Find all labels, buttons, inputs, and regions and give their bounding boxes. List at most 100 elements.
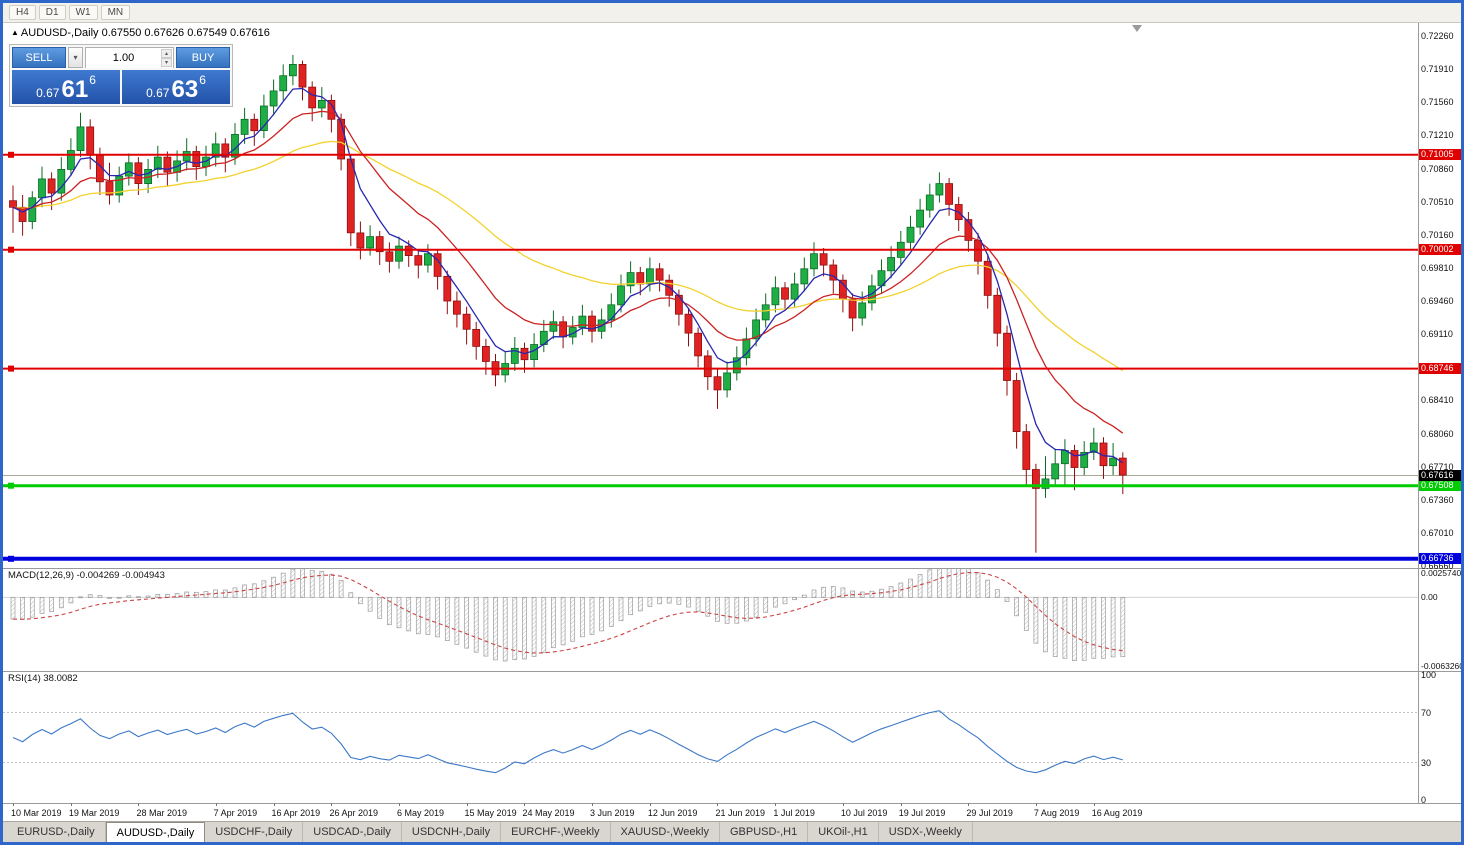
chart-window[interactable]: ▲ AUDUSD-,Daily 0.67550 0.67626 0.67549 0… bbox=[3, 23, 1461, 821]
axis-label: 0.66660 bbox=[1421, 561, 1454, 571]
buy-button[interactable]: BUY bbox=[176, 47, 230, 68]
axis-label: 70 bbox=[1421, 707, 1432, 718]
sell-price-small: 0.67 bbox=[36, 86, 60, 100]
date-label: 29 Jul 2019 bbox=[966, 808, 1013, 818]
date-label: 15 May 2019 bbox=[464, 808, 517, 818]
date-tick bbox=[649, 803, 651, 806]
chart-title: ▲ AUDUSD-,Daily 0.67550 0.67626 0.67549 0… bbox=[11, 27, 270, 39]
chart-tab[interactable]: XAUUSD-,Weekly bbox=[611, 822, 720, 842]
date-tick bbox=[1035, 803, 1037, 806]
axis-label: 0.00 bbox=[1421, 592, 1438, 603]
date-tick bbox=[1093, 803, 1095, 806]
date-tick bbox=[592, 803, 593, 806]
axis-label: 0.68410 bbox=[1421, 395, 1454, 406]
rsi-indicator-canvas[interactable] bbox=[3, 671, 1418, 803]
chart-tab[interactable]: AUDUSD-,Daily bbox=[105, 822, 206, 842]
macd-label: MACD(12,26,9) -0.004269 -0.004943 bbox=[8, 570, 165, 581]
axis-label: 0.68060 bbox=[1421, 428, 1454, 439]
date-label: 10 Jul 2019 bbox=[840, 808, 888, 818]
date-tick bbox=[13, 803, 14, 806]
date-tick bbox=[466, 803, 468, 806]
axis-label: 0.67710 bbox=[1421, 461, 1454, 472]
symbol-marker-icon: ▲ bbox=[11, 28, 19, 37]
volume-down-arrow[interactable]: ▾ bbox=[161, 58, 172, 67]
date-tick bbox=[717, 803, 719, 806]
chart-tab[interactable]: USDX-,Weekly bbox=[879, 822, 973, 842]
axis-label: 0.69460 bbox=[1421, 296, 1454, 306]
axis-label: 0.71560 bbox=[1421, 97, 1454, 108]
one-click-trading-panel: SELL ▾ ▴ ▾ BUY 0.67 61 6 0.6 bbox=[9, 44, 233, 107]
chart-tabbar: EURUSD-,Daily AUDUSD-,Daily USDCHF-,Daily U… bbox=[3, 821, 1461, 842]
date-tick bbox=[524, 803, 526, 806]
date-tick bbox=[775, 803, 777, 806]
axis-label: 0.71210 bbox=[1421, 130, 1454, 141]
date-tick bbox=[215, 803, 217, 806]
price-tag: 0.68746 bbox=[1419, 363, 1461, 375]
axis-label: -0.0063260 bbox=[1421, 661, 1461, 671]
sell-price-display[interactable]: 0.67 61 6 bbox=[12, 70, 120, 104]
axis-label: 0.70860 bbox=[1421, 163, 1454, 174]
date-label: 28 Mar 2019 bbox=[136, 808, 187, 818]
date-tick bbox=[70, 803, 72, 806]
chart-tab[interactable]: USDCAD-,Daily bbox=[303, 822, 402, 842]
price-tag: 0.67508 bbox=[1419, 480, 1461, 492]
timeframe-button-w1[interactable]: W1 bbox=[68, 5, 98, 20]
timeframe-button-d1[interactable]: D1 bbox=[38, 5, 66, 20]
chart-tab[interactable]: EURUSD-,Daily bbox=[7, 822, 106, 842]
chart-tab[interactable]: EURCHF-,Weekly bbox=[501, 822, 611, 842]
date-tick bbox=[968, 803, 970, 806]
date-axis[interactable]: 10 Mar 2019 19 Mar 2019 28 Mar 2019 7 Apr 2… bbox=[3, 803, 1418, 821]
date-label: 24 May 2019 bbox=[522, 808, 575, 818]
axis-label: 0.67010 bbox=[1421, 527, 1454, 538]
price-chart-canvas[interactable] bbox=[3, 23, 1418, 568]
rsi-axis[interactable]: 100 70 30 0 bbox=[1419, 670, 1461, 805]
chart-tab[interactable]: GBPUSD-,H1 bbox=[720, 822, 809, 842]
axis-label: 0.71910 bbox=[1421, 64, 1454, 75]
chart-title-text: AUDUSD-,Daily 0.67550 0.67626 0.67549 0.… bbox=[20, 27, 270, 39]
price-tag: 0.71005 bbox=[1419, 149, 1461, 161]
date-tick bbox=[900, 803, 902, 806]
timeframe-button-mn[interactable]: MN bbox=[100, 5, 131, 20]
buy-price-display[interactable]: 0.67 63 6 bbox=[122, 70, 230, 104]
date-tick bbox=[138, 803, 140, 806]
date-label: 10 Mar 2019 bbox=[11, 808, 62, 818]
date-label: 1 Jul 2019 bbox=[773, 808, 815, 818]
date-label: 26 Apr 2019 bbox=[329, 808, 378, 818]
macd-panel-separator[interactable] bbox=[3, 568, 1461, 569]
axis-label: 30 bbox=[1421, 757, 1432, 768]
axis-label: 0.69810 bbox=[1421, 262, 1454, 273]
date-tick bbox=[273, 803, 275, 806]
axis-label: 0.0025740 bbox=[1421, 568, 1461, 578]
volume-dropdown[interactable]: ▾ bbox=[68, 47, 83, 68]
buy-price-big: 63 bbox=[171, 76, 199, 103]
volume-spinner: ▴ ▾ bbox=[161, 49, 172, 67]
date-tick bbox=[399, 803, 400, 806]
rsi-label: RSI(14) 38.0082 bbox=[8, 673, 78, 684]
date-label: 7 Aug 2019 bbox=[1033, 808, 1080, 818]
chart-tab[interactable]: USDCNH-,Daily bbox=[402, 822, 502, 842]
axis-label: 100 bbox=[1421, 670, 1437, 680]
volume-up-arrow[interactable]: ▴ bbox=[161, 49, 172, 58]
axis-label: 0.69110 bbox=[1421, 329, 1453, 340]
sell-price-big: 61 bbox=[61, 76, 89, 103]
price-tag: 0.67616 bbox=[1419, 470, 1461, 482]
date-label: 16 Aug 2019 bbox=[1091, 808, 1143, 818]
macd-indicator-canvas[interactable] bbox=[3, 568, 1418, 671]
sell-button[interactable]: SELL bbox=[12, 47, 66, 68]
date-tick bbox=[842, 803, 844, 806]
chart-tab[interactable]: USDCHF-,Daily bbox=[205, 822, 304, 842]
price-axis[interactable]: 0.72260 0.71910 0.71560 0.71210 0.70860 0.705… bbox=[1419, 23, 1461, 571]
chart-tab[interactable]: UKOil-,H1 bbox=[808, 822, 879, 842]
volume-input[interactable] bbox=[86, 48, 173, 68]
timeframe-toolbar: H4 D1 W1 MN bbox=[3, 3, 1461, 23]
timeframe-button-h4[interactable]: H4 bbox=[9, 5, 36, 20]
date-label: 3 Jun 2019 bbox=[590, 808, 635, 818]
date-label: 12 Jun 2019 bbox=[647, 808, 698, 818]
macd-axis[interactable]: 0.0025740 0.00 -0.0063260 bbox=[1419, 568, 1461, 671]
price-tag: 0.70002 bbox=[1419, 244, 1461, 256]
date-label: 19 Mar 2019 bbox=[68, 808, 120, 818]
volume-input-wrap: ▴ ▾ bbox=[85, 47, 174, 68]
rsi-panel-separator[interactable] bbox=[3, 671, 1461, 672]
sell-price-pip: 6 bbox=[89, 73, 96, 87]
